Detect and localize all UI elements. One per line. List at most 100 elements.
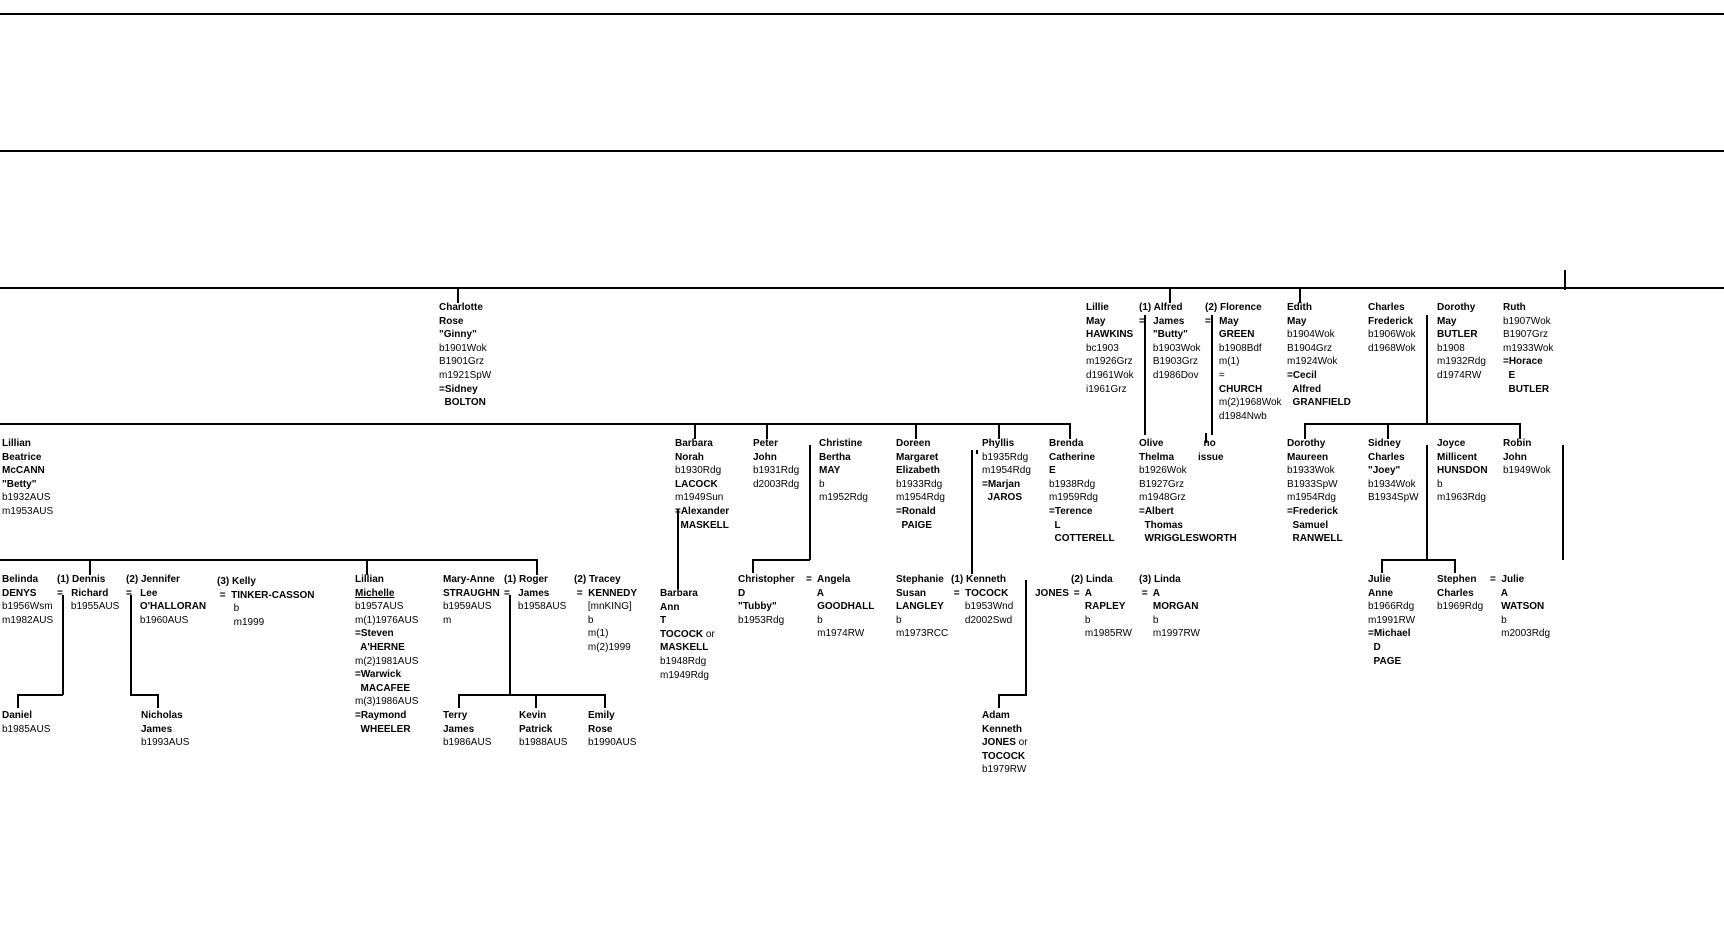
person-line-text: m1933Wok — [1503, 342, 1554, 354]
connector-line — [0, 559, 538, 561]
person-line-text: m1954Rdg — [982, 465, 1031, 477]
person-text-line: James — [141, 723, 189, 737]
person-text-line: May — [1287, 315, 1351, 329]
person-text-line: Doreen — [896, 437, 945, 451]
person-text-line: MASKELL — [675, 519, 729, 533]
person-jennifer: (2) Jennifer = Lee O'HALLORAN b1960AUS — [126, 573, 206, 627]
person-juliea: Julie Anne b1966Rdg m1991RW =Michael D PAGE — [1368, 573, 1415, 668]
person-line-text: D — [1368, 641, 1381, 653]
person-text-line: = Lee — [126, 587, 206, 601]
person-line-text: m1932Rdg — [1437, 356, 1486, 368]
person-juliew: = Julie A WATSON b m2003Rdg — [1490, 573, 1550, 641]
person-text-line: JAROS — [982, 491, 1031, 505]
person-text-line: Maureen — [1287, 451, 1343, 465]
person-line-text: = James — [504, 587, 550, 599]
person-peter: Peter John b1931Rdg d2003Rdg — [753, 437, 799, 491]
person-line-text: m — [443, 614, 452, 626]
person-text-line: Edith — [1287, 301, 1351, 315]
person-text-line: Beatrice — [2, 451, 53, 465]
person-text-line: b1953Wnd — [951, 600, 1013, 614]
person-line-text: b1979RW — [982, 764, 1027, 776]
person-text-line: Dorothy — [1287, 437, 1343, 451]
person-line-text: LANGLEY — [896, 601, 944, 613]
person-text-line: Rose — [588, 723, 636, 737]
person-line-text: Susan — [896, 587, 927, 599]
person-text-line: Adam — [982, 709, 1028, 723]
person-line-text: = Lee — [126, 587, 158, 599]
person-line-text: d1961Wok — [1086, 369, 1134, 381]
person-text-line: b1988AUS — [519, 736, 567, 750]
person-line-text: = Angela — [806, 574, 851, 585]
person-florence: (2) Florence = May GREEN b1908Bdf m(1) = … — [1205, 301, 1282, 423]
person-text-line: BUTLER — [1437, 328, 1486, 342]
person-line-text: Mary-Anne — [443, 574, 495, 585]
person-text-line: m(2)1981AUS — [355, 655, 418, 669]
person-line-text: WHEELER — [355, 723, 411, 735]
person-text-line: b1979RW — [982, 763, 1028, 777]
person-line-text: MASKELL — [660, 642, 709, 654]
person-kevin: Kevin Patrick b1988AUS — [519, 709, 567, 750]
person-line-text: A — [1490, 587, 1508, 599]
person-text-line: b1931Rdg — [753, 464, 799, 478]
person-line-text: "Butty" — [1139, 329, 1188, 341]
person-angela: = Angela A GOODHALL b m1974RW — [806, 573, 874, 641]
person-line-text: Doreen — [896, 438, 931, 449]
person-text-line: =Alexander — [675, 505, 729, 519]
person-text-line: b — [1071, 614, 1132, 628]
person-text-line: =Cecil — [1287, 369, 1351, 383]
person-text-line: BUTLER — [1503, 383, 1553, 397]
connector-line — [366, 559, 368, 575]
person-line-text: Julie — [1368, 574, 1391, 585]
person-text-line: HUNSDON — [1437, 464, 1488, 478]
person-christopher: Christopher D "Tubby" b1953Rdg — [738, 573, 795, 627]
person-phyllis: Phyllis b1935Rdg m1954Rdg =Marjan JAROS — [982, 437, 1031, 505]
person-line-text: B1904Grz — [1287, 342, 1333, 354]
person-text-line: m1926Grz — [1086, 355, 1134, 369]
person-text-line: (2) Linda — [1071, 573, 1132, 587]
person-line-text: COTTERELL — [1049, 533, 1115, 545]
person-text-line: b1934Wok — [1368, 478, 1419, 492]
person-line-text: = Julie — [1490, 574, 1525, 585]
person-text-line: LACOCK — [675, 478, 729, 492]
person-text-line: Susan — [896, 587, 948, 601]
person-line-text: B1933SpW — [1287, 478, 1338, 490]
person-nicholas: Nicholas James b1993AUS — [141, 709, 189, 750]
person-line-text: d2002Swd — [951, 614, 1013, 626]
person-line-text: m1959Rdg — [1049, 492, 1098, 504]
connector-line — [976, 450, 978, 454]
person-edith: Edith May b1904Wok B1904Grz m1924Wok =Cecil A… — [1287, 301, 1351, 410]
person-text-line: b1955AUS — [57, 600, 119, 614]
person-text-line: Frederick — [1368, 315, 1416, 329]
person-text-line: CHURCH — [1205, 383, 1282, 397]
person-line-text: Anne — [1368, 587, 1393, 599]
person-line-text: Nicholas — [141, 710, 183, 721]
person-text-line: m1974RW — [806, 627, 874, 641]
person-line-text: m1974RW — [806, 628, 865, 640]
person-line-text: m1982AUS — [2, 614, 54, 626]
person-line-text: =Albert — [1139, 505, 1174, 517]
connector-line — [809, 445, 811, 560]
person-text-line: m1954Rdg — [896, 491, 945, 505]
person-line-text: b1966Rdg — [1368, 601, 1415, 613]
person-text-line: b1908Bdf — [1205, 342, 1282, 356]
person-line-text: m(2)1981AUS — [355, 655, 419, 667]
person-line-text: b1926Wok — [1139, 465, 1187, 477]
person-daniel: Daniel b1985AUS — [2, 709, 50, 736]
person-line-text: m1926Grz — [1086, 356, 1133, 368]
person-line-text: PAGE — [1368, 655, 1402, 667]
person-line-text: m1924Wok — [1287, 356, 1338, 368]
person-text-line: Kevin — [519, 709, 567, 723]
person-line-text: Thomas — [1139, 519, 1183, 531]
person-text-line: b1969Rdg — [1437, 600, 1483, 614]
person-text-line: Joyce — [1437, 437, 1488, 451]
person-text-line: Norah — [675, 451, 729, 465]
person-text-line: Lillie — [1086, 301, 1134, 315]
person-line-text: m1949Sun — [675, 492, 724, 504]
person-text-line: b1959AUS — [443, 600, 500, 614]
connector-line — [17, 694, 63, 696]
person-text-line: TOCOCK — [982, 750, 1028, 764]
person-line-text: b1956Wsm — [2, 601, 53, 613]
person-line-text: b1949Wok — [1503, 465, 1551, 477]
person-line-text: b1990AUS — [588, 737, 637, 749]
person-text-line: b1904Wok — [1287, 328, 1351, 342]
